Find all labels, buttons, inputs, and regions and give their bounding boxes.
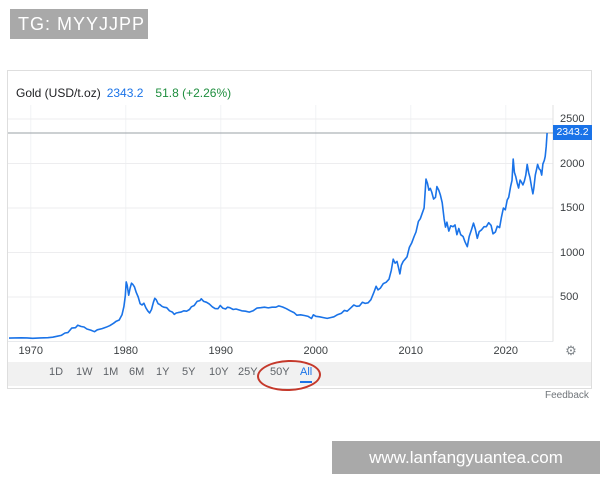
range-button-25y[interactable]: 25Y — [238, 366, 258, 378]
current-price-text: 2343.2 — [106, 86, 144, 100]
x-tick-label: 2000 — [303, 345, 329, 357]
range-button-1m[interactable]: 1M — [103, 366, 119, 378]
gold-price-line — [8, 132, 548, 340]
y-tick-label: 2000 — [560, 157, 585, 170]
y-tick-label: 1000 — [560, 246, 585, 259]
range-button-all[interactable]: All — [300, 366, 313, 383]
range-button-1w[interactable]: 1W — [76, 366, 93, 378]
x-tick-label: 2020 — [493, 345, 519, 357]
watermark-bottom-badge: www.lanfangyuantea.com — [332, 441, 600, 474]
y-tick-label: 500 — [560, 291, 579, 303]
range-button-10y[interactable]: 10Y — [209, 366, 229, 378]
feedback-link[interactable]: Feedback — [545, 390, 589, 401]
x-tick-label: 1970 — [18, 345, 44, 357]
y-tick-label: 2500 — [560, 113, 585, 125]
range-button-5y[interactable]: 5Y — [182, 366, 196, 378]
range-selector-bar: 1D 1W 1M 6M 1Y 5Y 10Y 25Y 50Y All — [8, 362, 591, 386]
instrument-label: Gold (USD/t.oz) — [16, 86, 101, 100]
range-button-6m[interactable]: 6M — [129, 366, 145, 378]
chart-header: Gold (USD/t.oz) 2343.2 51.8 (+2.26%) — [16, 86, 231, 100]
x-tick-label: 2010 — [398, 345, 424, 357]
gear-icon[interactable]: ⚙ — [565, 343, 577, 358]
y-tick-label: 1500 — [560, 202, 585, 214]
range-button-50y[interactable]: 50Y — [270, 366, 290, 378]
range-button-1y[interactable]: 1Y — [156, 366, 170, 378]
x-tick-label: 1980 — [113, 345, 139, 357]
price-chart-card — [7, 70, 592, 389]
watermark-top-badge: TG: MYYJJPP — [10, 9, 148, 39]
x-tick-label: 1990 — [208, 345, 234, 357]
price-change-text: 51.8 (+2.26%) — [155, 86, 232, 100]
range-button-1d[interactable]: 1D — [49, 366, 64, 378]
last-price-badge: 2343.2 — [553, 125, 592, 141]
